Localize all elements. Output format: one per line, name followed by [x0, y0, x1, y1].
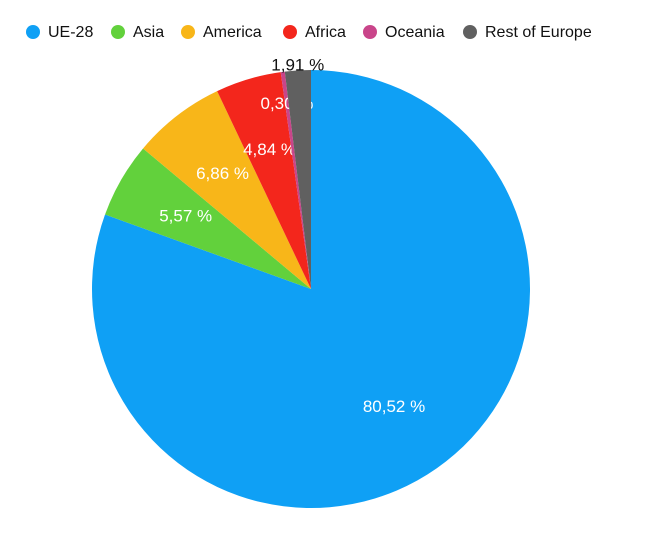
pie-slice [143, 91, 311, 289]
legend-label: America [203, 24, 262, 41]
slice-label: 1,91 % [271, 56, 324, 75]
legend-swatch [463, 25, 477, 39]
legend-label: Asia [133, 24, 164, 41]
legend-swatch [26, 25, 40, 39]
slice-label: 6,86 % [196, 164, 249, 183]
legend-swatch [181, 25, 195, 39]
slice-label: 80,52 % [363, 397, 425, 416]
legend-label: Oceania [385, 24, 445, 41]
pie-slice [217, 72, 311, 290]
legend-swatch [283, 25, 297, 39]
pie-slice [284, 70, 311, 289]
legend-label: Rest of Europe [485, 24, 592, 41]
legend-label: UE-28 [48, 24, 93, 41]
pie-slice [105, 148, 311, 289]
slice-label: 5,57 % [159, 206, 212, 225]
legend-swatch [363, 25, 377, 39]
slice-label: 4,84 % [243, 140, 296, 159]
pie-slice [280, 71, 311, 290]
legend-label: Africa [305, 24, 346, 41]
legend-swatch [111, 25, 125, 39]
